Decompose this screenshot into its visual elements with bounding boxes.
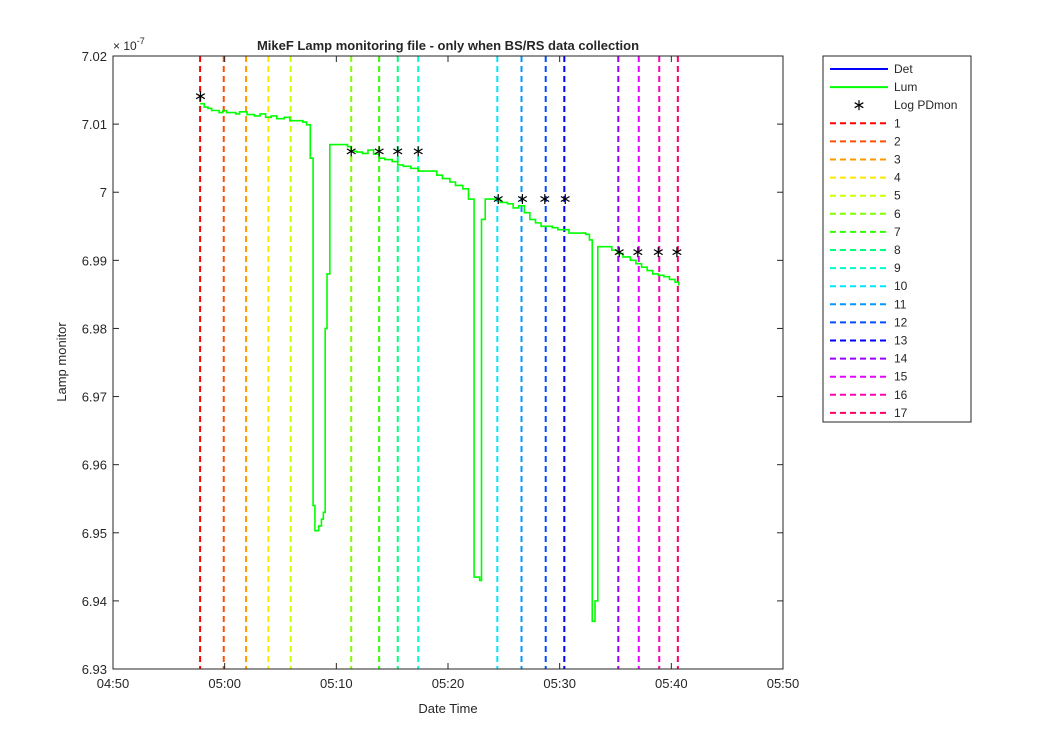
x-tick-label: 04:50 xyxy=(97,676,130,691)
y-tick-label: 6.98 xyxy=(82,321,107,336)
y-exponent-power: -7 xyxy=(137,36,145,46)
y-axis-ticks: 6.93 6.94 6.95 6.96 6.97 6.98 6.99 7 7.01 7.02 xyxy=(82,49,783,677)
legend-label: 11 xyxy=(894,297,907,311)
legend-entry: Lum xyxy=(830,80,917,94)
legend-entry: 7 xyxy=(830,225,901,239)
log-pdmon-point xyxy=(493,194,503,205)
y-tick-label: 6.97 xyxy=(82,390,107,405)
legend-entry: 10 xyxy=(830,279,908,293)
log-pdmon-point xyxy=(614,247,624,258)
x-tick-label: 05:10 xyxy=(320,676,353,691)
legend-entry: 15 xyxy=(830,370,908,384)
legend-entry: 6 xyxy=(830,207,901,221)
legend-entry: 2 xyxy=(830,134,901,148)
log-pdmon-point xyxy=(653,247,663,258)
y-tick-label: 6.95 xyxy=(82,526,107,541)
chart-title: MikeF Lamp monitoring file - only when B… xyxy=(257,38,639,53)
legend-label: 17 xyxy=(894,406,908,420)
log-pdmon-point xyxy=(374,146,384,157)
legend-entry: 8 xyxy=(830,243,901,257)
legend-swatch xyxy=(854,100,864,111)
legend-label: 14 xyxy=(894,352,908,366)
legend-label: 9 xyxy=(894,261,901,275)
legend-label: 1 xyxy=(894,116,901,130)
log-pdmon-point xyxy=(393,146,403,157)
y-exponent-label: × 10-7 xyxy=(113,36,145,53)
legend-label: 15 xyxy=(894,370,908,384)
legend-label: Log PDmon xyxy=(894,98,957,112)
log-pdmon-point xyxy=(413,146,423,157)
x-tick-label: 05:00 xyxy=(208,676,241,691)
legend-label: 6 xyxy=(894,207,901,221)
legend-entry: 14 xyxy=(830,352,908,366)
x-axis-label: Date Time xyxy=(418,701,477,716)
legend-label: 8 xyxy=(894,243,901,257)
log-pdmon-point xyxy=(672,247,682,258)
plot-area xyxy=(113,56,783,669)
log-pdmon-markers xyxy=(195,91,682,258)
vertical-marker-lines xyxy=(199,56,679,669)
legend-label: Det xyxy=(894,62,913,76)
legend-entry: Det xyxy=(830,62,913,76)
y-tick-label: 6.94 xyxy=(82,594,107,609)
legend-label: 5 xyxy=(894,189,901,203)
y-tick-label: 6.93 xyxy=(82,662,107,677)
x-tick-label: 05:30 xyxy=(543,676,576,691)
y-tick-label: 6.96 xyxy=(82,458,107,473)
log-pdmon-point xyxy=(560,194,570,205)
data-lines xyxy=(200,102,680,623)
legend-entry: 5 xyxy=(830,189,901,203)
legend-entry: 3 xyxy=(830,153,901,167)
legend-label: 7 xyxy=(894,225,901,239)
legend-label: 2 xyxy=(894,134,901,148)
log-pdmon-point xyxy=(517,194,528,205)
legend-label: Lum xyxy=(894,80,917,94)
legend-entry: 13 xyxy=(830,334,908,348)
x-tick-label: 05:20 xyxy=(432,676,465,691)
series-line-lum xyxy=(200,102,680,623)
legend-label: 10 xyxy=(894,279,908,293)
legend-entry: 17 xyxy=(830,406,908,420)
x-axis-ticks: 04:50 05:00 05:10 05:20 05:30 05:40 05:50 xyxy=(97,56,800,691)
y-exponent-base: × 10 xyxy=(113,39,137,53)
legend-label: 13 xyxy=(894,334,908,348)
legend-entry: 9 xyxy=(830,261,901,275)
legend-label: 16 xyxy=(894,388,908,402)
log-pdmon-point xyxy=(195,91,206,102)
legend-entry: 16 xyxy=(830,388,908,402)
legend-entry: 4 xyxy=(830,171,901,185)
log-pdmon-point xyxy=(346,146,356,157)
y-tick-label: 7.01 xyxy=(82,117,107,132)
legend-label: 12 xyxy=(894,315,908,329)
legend-entry: 11 xyxy=(830,297,907,311)
y-tick-label: 6.99 xyxy=(82,253,107,268)
legend-entry: Log PDmon xyxy=(854,98,957,112)
legend-label: 4 xyxy=(894,171,901,185)
legend-label: 3 xyxy=(894,153,901,167)
x-tick-label: 05:50 xyxy=(767,676,800,691)
y-tick-label: 7.02 xyxy=(82,49,107,64)
log-pdmon-point xyxy=(540,194,550,205)
log-pdmon-point xyxy=(633,247,643,258)
x-tick-label: 05:40 xyxy=(655,676,688,691)
legend-entry: 1 xyxy=(830,116,901,130)
legend-entry: 12 xyxy=(830,315,908,329)
y-tick-label: 7 xyxy=(100,185,107,200)
legend-box xyxy=(822,55,972,423)
y-axis-label: Lamp monitor xyxy=(54,322,69,402)
